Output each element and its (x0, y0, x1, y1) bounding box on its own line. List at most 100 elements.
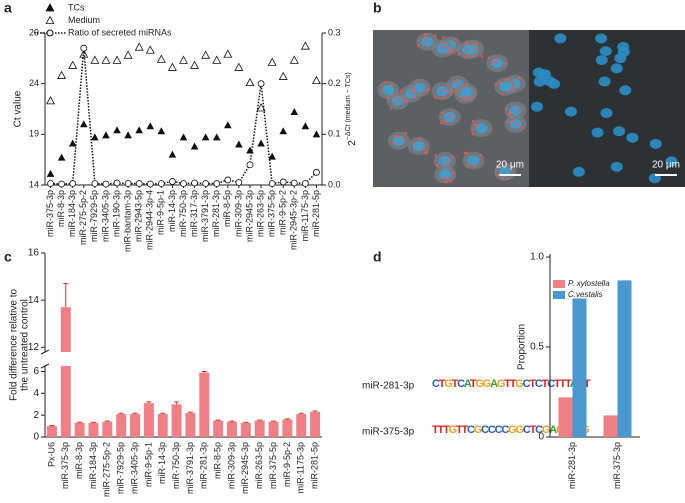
marker (256, 103, 266, 112)
marker (257, 80, 265, 88)
red-signal (506, 120, 510, 124)
error-bar (90, 421, 96, 423)
red-signal (495, 165, 499, 169)
nucleus (462, 45, 475, 56)
y-tick-label: 6 (33, 366, 39, 377)
red-signal (449, 50, 452, 54)
legend-swatch (553, 280, 565, 288)
red-signal (465, 42, 468, 46)
bar (558, 397, 573, 437)
red-signal (441, 46, 444, 49)
marker (257, 139, 265, 147)
marker (279, 178, 287, 186)
red-signal (400, 90, 403, 93)
error-bar (104, 420, 110, 422)
marker (212, 133, 221, 141)
x-tick-label: miR-275-5p-2 (78, 190, 88, 245)
x-tick-label: miR-375-5p (267, 190, 277, 237)
y-axis-label: the untreated control (20, 299, 31, 391)
bar (240, 422, 251, 437)
legend-label: P. xylostella (568, 279, 610, 288)
x-tick-label: miR-14-3p (167, 190, 177, 232)
red-signal (447, 115, 450, 119)
error-bar (187, 411, 193, 413)
red-signal (443, 176, 447, 179)
red-signal (508, 113, 512, 116)
red-signal (466, 52, 469, 56)
marker (112, 55, 122, 64)
x-tick-label: miR-9-5p-1 (143, 442, 153, 487)
nucleus (614, 53, 627, 64)
red-signal (386, 96, 389, 100)
marker (235, 179, 243, 186)
marker (313, 168, 320, 176)
red-signal (411, 89, 414, 93)
marker (47, 180, 54, 187)
nucleus (439, 169, 452, 180)
legend-label: C.vestalis (568, 290, 603, 299)
nucleus (595, 33, 608, 44)
marker (102, 180, 110, 188)
marker (124, 131, 132, 139)
panel-label: c (4, 249, 12, 265)
nucleus (572, 166, 585, 177)
nucleus (591, 127, 604, 138)
marker (246, 161, 254, 169)
x-tick-label: miR-2944-3p-4 (145, 190, 155, 250)
marker (279, 127, 288, 135)
red-signal (394, 135, 397, 138)
legend-marker (45, 3, 55, 12)
red-signal (494, 62, 497, 65)
nucleus (548, 78, 561, 89)
bar (171, 404, 182, 437)
nucleus (610, 161, 623, 172)
red-signal (402, 139, 405, 142)
marker (90, 55, 100, 64)
y-tick-label: 0 (33, 432, 39, 443)
red-signal (390, 83, 393, 86)
marker (68, 60, 78, 69)
nucleus (610, 63, 623, 74)
marker (201, 50, 211, 59)
nucleus (554, 33, 567, 44)
y-tick-label: 2 (33, 410, 39, 421)
marker (113, 179, 121, 187)
marker (46, 96, 56, 105)
marker (80, 44, 88, 52)
red-signal (463, 151, 467, 155)
marker (146, 180, 154, 188)
red-signal (422, 147, 425, 150)
red-signal (440, 111, 444, 115)
red-signal (413, 87, 417, 91)
red-signal (501, 93, 504, 96)
marker (79, 120, 88, 128)
red-signal (440, 121, 443, 125)
error-bar (312, 410, 318, 412)
x-tick-label: miR-2943-5p (134, 190, 144, 242)
y-tick-label: 1.0 (530, 252, 544, 263)
marker (157, 180, 165, 187)
y2-tick-label: 0.2 (328, 78, 341, 88)
marker (57, 70, 67, 79)
marker (157, 127, 166, 135)
bar (213, 420, 224, 437)
bar (116, 414, 127, 437)
x-tick-label: miR-750-3p (171, 442, 181, 489)
x-tick-label: miR-275-5p-2 (102, 442, 112, 497)
red-signal (480, 55, 484, 58)
x-tick-label: miR-1175-3p (300, 190, 310, 241)
bar (282, 419, 293, 437)
marker (180, 180, 187, 187)
red-signal (450, 48, 454, 51)
error-bar (257, 419, 263, 421)
marker (268, 152, 276, 160)
nucleus (421, 36, 434, 47)
red-signal (447, 162, 451, 166)
red-signal (472, 164, 476, 168)
red-signal (398, 135, 401, 139)
red-signal (471, 133, 475, 136)
red-signal (424, 36, 427, 39)
bar (268, 421, 279, 437)
bar (254, 420, 265, 437)
red-signal (504, 78, 508, 81)
